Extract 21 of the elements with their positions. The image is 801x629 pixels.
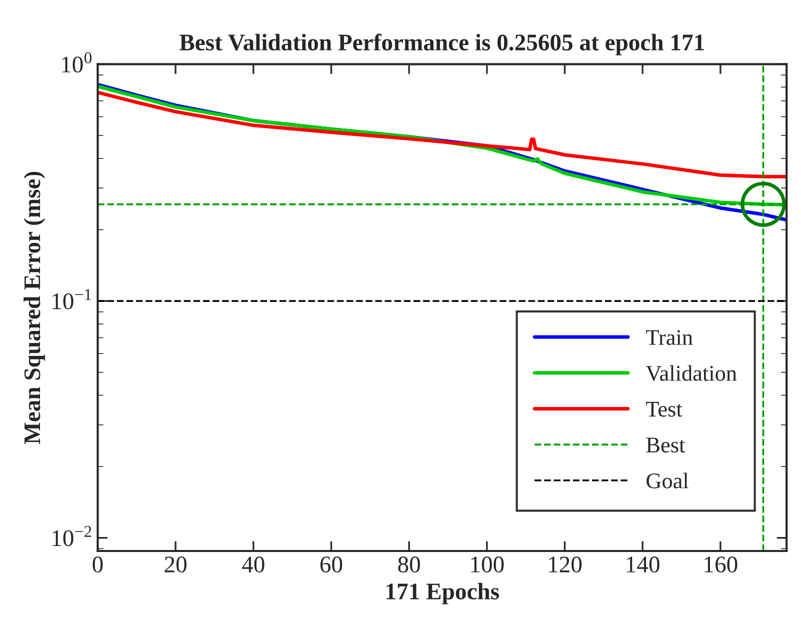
x-tick-label: 80 — [398, 556, 420, 572]
legend-label: Train — [646, 330, 693, 346]
x-tick-label: 160 — [704, 556, 738, 572]
y-tick-label: 10$^{−1}$ — [52, 289, 92, 310]
x-axis-title: 171 Epochs — [386, 582, 499, 604]
x-tick-label: 120 — [549, 556, 582, 572]
x-tick-label: 40 — [242, 556, 264, 572]
y-tick-label: 10$^{−2}$ — [52, 526, 92, 546]
x-tick-label: 140 — [626, 556, 660, 572]
y-tick-label: 10$^{0}$ — [62, 52, 92, 73]
x-tick-label: 60 — [320, 556, 342, 572]
x-tick-label: 20 — [164, 556, 186, 572]
x-tick-label: 100 — [471, 556, 504, 572]
chart-title: Best Validation Performance is 0.25605 at epoch 171 — [180, 34, 704, 56]
legend-label: Test — [646, 402, 682, 417]
legend-label: Best — [646, 438, 686, 453]
x-tick-label: 0 — [92, 556, 103, 572]
legend-label: Validation — [646, 365, 737, 381]
legend-label: Goal — [646, 472, 688, 488]
y-axis-title: Mean Squared Error (mse) — [24, 172, 46, 444]
line-series — [98, 90, 787, 178]
